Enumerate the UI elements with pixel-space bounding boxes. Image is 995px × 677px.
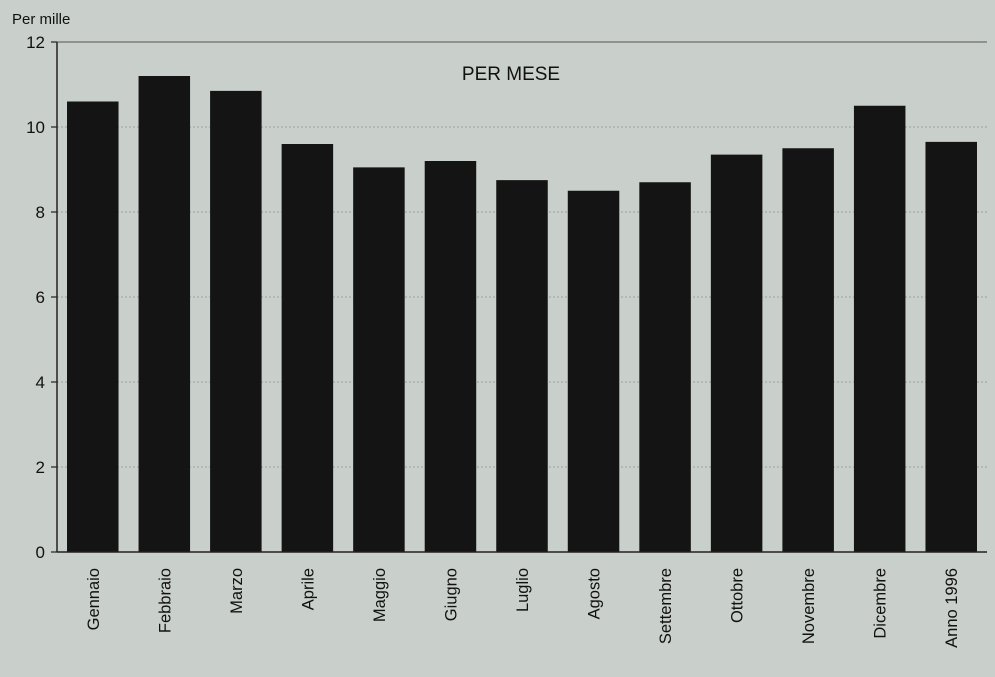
bar-luglio bbox=[496, 180, 548, 552]
y-tick-label: 10 bbox=[26, 118, 45, 137]
bars bbox=[67, 76, 977, 552]
y-axis-ticks: 0 2 4 6 8 10 12 bbox=[26, 33, 57, 562]
y-tick-label: 2 bbox=[36, 458, 45, 477]
y-tick-label: 4 bbox=[36, 373, 45, 392]
bar-dicembre bbox=[853, 105, 906, 552]
x-category-label: Febbraio bbox=[156, 568, 174, 633]
bar-giugno bbox=[424, 161, 477, 552]
y-tick-label: 8 bbox=[36, 203, 45, 222]
x-category-label: Agosto bbox=[586, 568, 604, 619]
x-category-label: Giugno bbox=[442, 568, 460, 621]
x-category-label: Settembre bbox=[657, 568, 675, 644]
bar-ottobre bbox=[710, 154, 763, 552]
x-category-label: Novembre bbox=[800, 568, 818, 644]
y-axis-unit-label: Per mille bbox=[12, 11, 70, 28]
bar-aprile bbox=[281, 144, 334, 552]
y-tick-label: 12 bbox=[26, 33, 45, 52]
bar-marzo bbox=[210, 90, 262, 552]
y-tick-label: 0 bbox=[36, 543, 45, 562]
bar-febbraio bbox=[138, 76, 191, 552]
bar-maggio bbox=[353, 167, 405, 552]
bar-anno-1996 bbox=[925, 141, 977, 552]
bar-gennaio bbox=[67, 101, 119, 552]
bar-settembre bbox=[639, 182, 691, 552]
x-category-label: Maggio bbox=[371, 568, 389, 622]
x-category-label: Aprile bbox=[299, 568, 317, 610]
x-category-label: Gennaio bbox=[85, 568, 103, 630]
x-category-label: Luglio bbox=[514, 568, 532, 612]
y-tick-label: 6 bbox=[36, 288, 45, 307]
x-category-label: Marzo bbox=[228, 568, 246, 614]
x-category-label: Ottobre bbox=[729, 568, 747, 623]
chart-title: PER MESE bbox=[462, 64, 560, 85]
x-axis-category-labels: Gennaio Febbraio Marzo Aprile Maggio Giugno Lu… bbox=[85, 568, 961, 648]
bar-novembre bbox=[782, 148, 834, 552]
x-category-label: Dicembre bbox=[872, 568, 890, 639]
x-category-label: Anno 1996 bbox=[943, 568, 961, 648]
bar-agosto bbox=[567, 190, 620, 552]
